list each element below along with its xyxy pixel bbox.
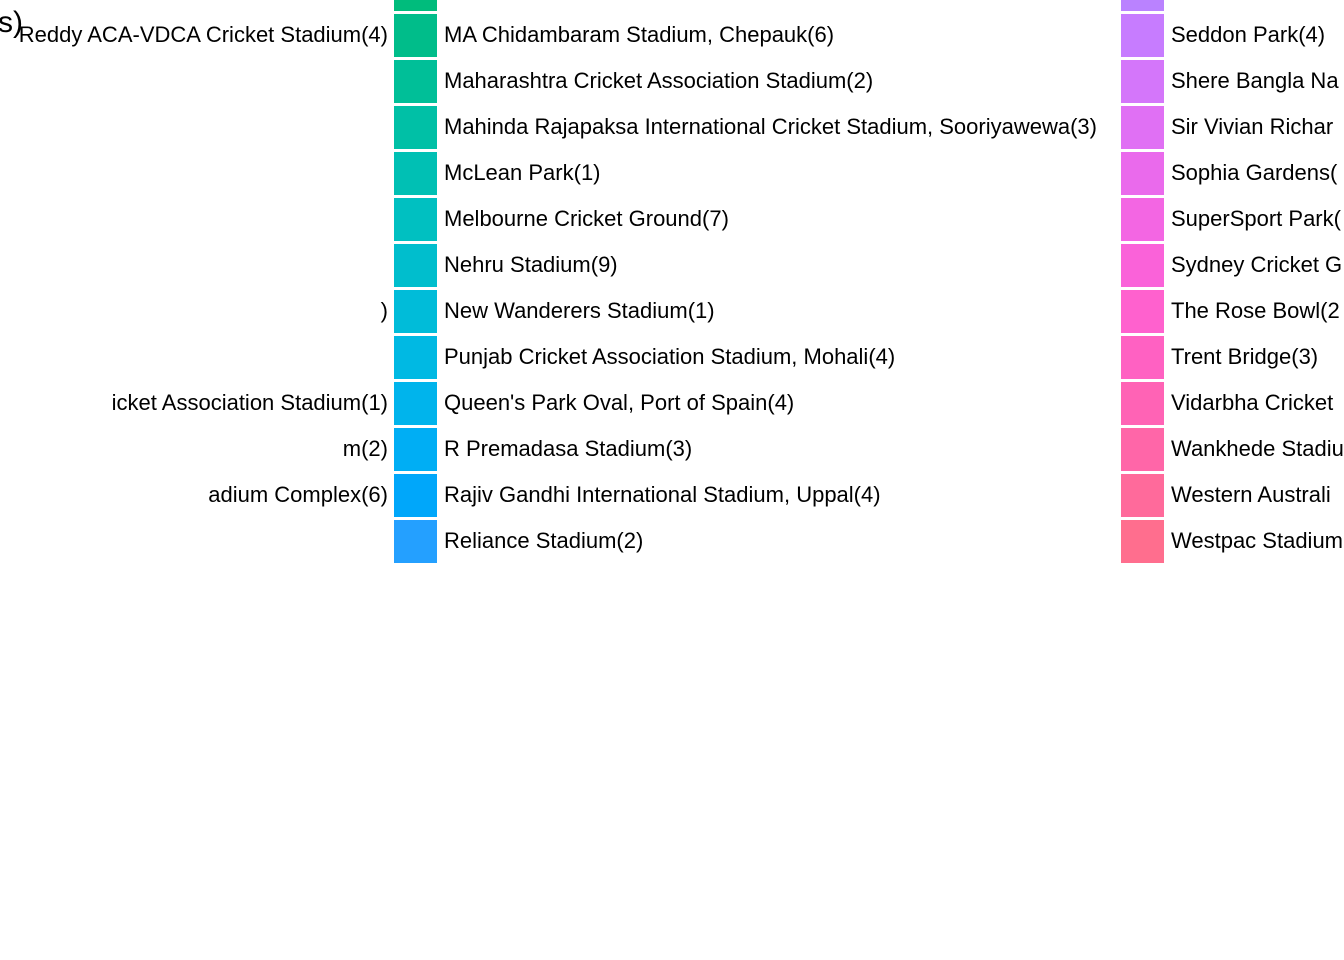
- legend-swatch: [394, 290, 437, 333]
- legend-swatch: [1121, 198, 1164, 241]
- legend-label: R Premadasa Stadium(3): [444, 436, 693, 461]
- legend-label: Punjab Cricket Association Stadium, Moha…: [444, 344, 896, 369]
- legend-label: icket Association Stadium(1): [111, 390, 388, 415]
- legend-label: Sophia Gardens(: [1171, 160, 1338, 185]
- legend-label: Mahinda Rajapaksa International Cricket …: [444, 114, 1097, 139]
- legend-label: Westpac Stadium: [1171, 528, 1344, 553]
- legend-label: Western Australi: [1171, 482, 1331, 507]
- legend-label: Nehru Stadium(9): [444, 252, 618, 277]
- legend-swatch: [1121, 14, 1164, 57]
- legend-label: Sir Vivian Richar: [1171, 114, 1334, 139]
- legend-swatch: [394, 244, 437, 287]
- legend-label: McLean Park(1): [444, 160, 601, 185]
- legend-swatch: [394, 520, 437, 563]
- legend-swatch: [394, 198, 437, 241]
- legend-label: New Wanderers Stadium(1): [444, 298, 715, 323]
- legend-label: Maharashtra Cricket Association Stadium(…: [444, 68, 874, 93]
- legend-swatch: [1121, 244, 1164, 287]
- legend-label: SuperSport Park(: [1171, 206, 1341, 231]
- legend-label: Sydney Cricket G: [1171, 252, 1343, 277]
- legend-label: MA Chidambaram Stadium, Chepauk(6): [444, 22, 835, 47]
- legend-swatch: [394, 336, 437, 379]
- legend-label: Reddy ACA-VDCA Cricket Stadium(4): [18, 22, 388, 47]
- legend-label: ): [380, 298, 388, 323]
- legend-swatch: [1121, 106, 1164, 149]
- legend-swatch-partial: [394, 0, 437, 11]
- legend-swatch: [394, 60, 437, 103]
- legend-swatch: [1121, 152, 1164, 195]
- legend-swatch: [394, 152, 437, 195]
- legend-swatch: [394, 382, 437, 425]
- legend-label: Vidarbha Cricket: [1171, 390, 1334, 415]
- legend-label: Wankhede Stadiu: [1171, 436, 1344, 461]
- legend-label: Reliance Stadium(2): [444, 528, 644, 553]
- legend-swatch: [1121, 336, 1164, 379]
- legend-label: Melbourne Cricket Ground(7): [444, 206, 729, 231]
- legend-swatch: [1121, 520, 1164, 563]
- legend-swatch: [1121, 60, 1164, 103]
- legend-swatch: [394, 14, 437, 57]
- legend-label: The Rose Bowl(2: [1171, 298, 1340, 323]
- chart-title-fragment: s): [0, 6, 23, 39]
- legend-swatch: [1121, 474, 1164, 517]
- legend-label: Seddon Park(4): [1171, 22, 1326, 47]
- legend-label: m(2): [342, 436, 388, 461]
- legend-swatch: [1121, 428, 1164, 471]
- legend-swatch-partial: [1121, 0, 1164, 11]
- legend-swatch: [394, 474, 437, 517]
- legend-label: adium Complex(6): [208, 482, 388, 507]
- legend-swatch: [1121, 382, 1164, 425]
- legend-label: Rajiv Gandhi International Stadium, Uppa…: [444, 482, 881, 507]
- legend-label: Shere Bangla Na: [1171, 68, 1339, 93]
- legend-label: Queen's Park Oval, Port of Spain(4): [444, 390, 795, 415]
- legend-label: Trent Bridge(3): [1171, 344, 1319, 369]
- legend-swatch: [394, 106, 437, 149]
- legend-swatch: [1121, 290, 1164, 333]
- legend-swatch: [394, 428, 437, 471]
